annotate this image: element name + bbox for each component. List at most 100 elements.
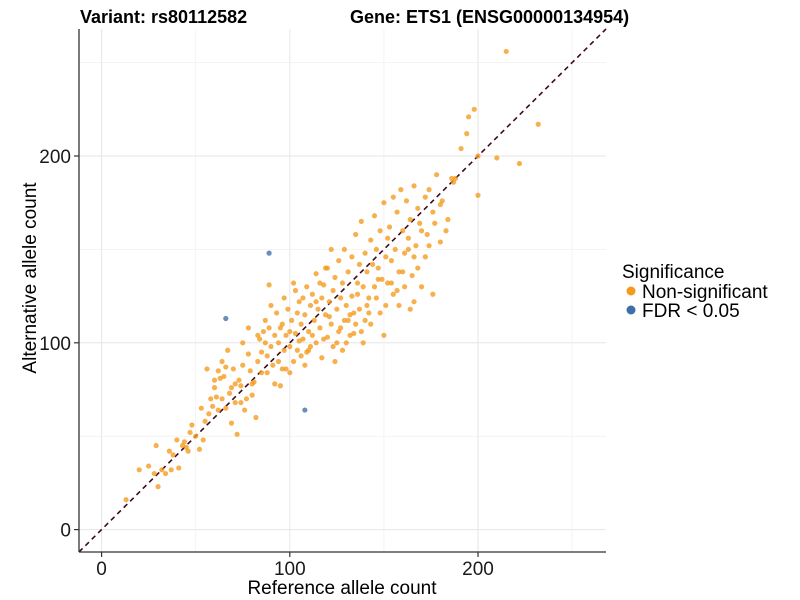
tick-labels: 0 100 200 0 100 200 — [39, 147, 494, 580]
point-non-significant — [292, 287, 299, 294]
point-non-significant — [368, 237, 374, 243]
x-tick-label: 100 — [274, 559, 306, 580]
point-non-significant — [230, 366, 236, 372]
point-non-significant — [153, 442, 159, 449]
point-non-significant — [362, 250, 368, 256]
point-non-significant — [270, 362, 276, 368]
point-non-significant — [168, 467, 174, 473]
point-non-significant — [181, 439, 187, 445]
y-tick-label: 0 — [60, 521, 71, 542]
point-non-significant — [307, 302, 314, 309]
point-non-significant — [349, 254, 355, 260]
point-non-significant — [339, 280, 346, 286]
point-non-significant — [430, 291, 436, 297]
point-non-significant — [258, 349, 265, 355]
point-non-significant — [338, 325, 344, 331]
point-non-significant — [362, 317, 368, 323]
point-non-significant — [411, 254, 417, 260]
point-non-significant — [390, 291, 396, 297]
point-non-significant — [415, 265, 421, 271]
point-non-significant — [245, 351, 251, 357]
point-non-significant — [219, 396, 225, 402]
legend-swatch-non-significant — [626, 286, 636, 296]
point-non-significant — [418, 228, 425, 234]
point-non-significant — [249, 392, 255, 398]
point-non-significant — [296, 299, 302, 305]
point-non-significant — [281, 347, 287, 353]
point-non-significant — [368, 321, 374, 327]
point-non-significant — [187, 429, 193, 436]
point-non-significant — [189, 422, 195, 428]
point-non-significant — [211, 385, 218, 391]
point-non-significant — [386, 224, 393, 230]
point-non-significant — [379, 276, 385, 282]
point-non-significant — [176, 465, 182, 471]
point-non-significant — [381, 200, 387, 206]
point-non-significant — [332, 274, 338, 281]
point-non-significant — [290, 358, 297, 365]
point-non-significant — [243, 396, 250, 402]
point-non-significant — [264, 370, 270, 376]
point-non-significant — [364, 269, 370, 275]
data-points — [123, 48, 541, 503]
point-non-significant — [255, 358, 261, 365]
point-non-significant — [411, 299, 417, 305]
point-non-significant — [247, 368, 253, 374]
point-non-significant — [471, 106, 477, 112]
point-non-significant — [155, 484, 161, 490]
point-non-significant — [283, 366, 289, 372]
point-non-significant — [385, 235, 391, 241]
point-non-significant — [219, 358, 225, 365]
point-non-significant — [354, 291, 361, 297]
point-fdr-0-05 — [223, 315, 229, 322]
point-non-significant — [343, 340, 349, 346]
point-non-significant — [302, 312, 308, 318]
point-non-significant — [466, 114, 472, 120]
point-non-significant — [313, 340, 319, 346]
point-non-significant — [328, 321, 334, 327]
point-non-significant — [322, 265, 329, 271]
point-non-significant — [347, 332, 353, 338]
point-non-significant — [272, 381, 278, 387]
point-non-significant — [424, 231, 430, 238]
point-non-significant — [151, 470, 157, 477]
point-non-significant — [375, 265, 381, 271]
point-non-significant — [245, 325, 251, 331]
point-non-significant — [174, 437, 180, 443]
point-non-significant — [200, 437, 206, 443]
point-non-significant — [260, 328, 267, 335]
point-non-significant — [351, 310, 357, 316]
point-non-significant — [221, 373, 227, 380]
point-non-significant — [170, 452, 176, 458]
point-non-significant — [268, 302, 274, 309]
point-non-significant — [439, 198, 445, 204]
point-non-significant — [298, 321, 304, 327]
axes — [78, 29, 606, 553]
point-non-significant — [383, 302, 389, 309]
point-non-significant — [208, 396, 214, 402]
point-non-significant — [315, 306, 321, 312]
point-non-significant — [385, 280, 391, 286]
point-non-significant — [232, 381, 238, 387]
point-non-significant — [422, 194, 428, 200]
point-non-significant — [266, 325, 272, 331]
point-non-significant — [405, 235, 411, 241]
point-non-significant — [302, 362, 308, 368]
point-non-significant — [234, 431, 240, 437]
point-non-significant — [298, 353, 304, 359]
chart-title-variant: Variant: rs80112582 — [80, 7, 247, 27]
point-non-significant — [394, 209, 400, 215]
point-non-significant — [266, 282, 272, 288]
point-non-significant — [146, 463, 152, 469]
point-non-significant — [413, 243, 419, 249]
point-non-significant — [304, 349, 310, 355]
grid-lines — [79, 29, 606, 552]
point-non-significant — [225, 347, 231, 353]
y-axis-title: Alternative allele count — [20, 182, 41, 374]
point-non-significant — [159, 467, 165, 473]
point-non-significant — [377, 228, 383, 234]
point-non-significant — [383, 254, 389, 260]
point-non-significant — [407, 216, 413, 223]
point-non-significant — [277, 325, 283, 331]
point-non-significant — [275, 358, 282, 365]
